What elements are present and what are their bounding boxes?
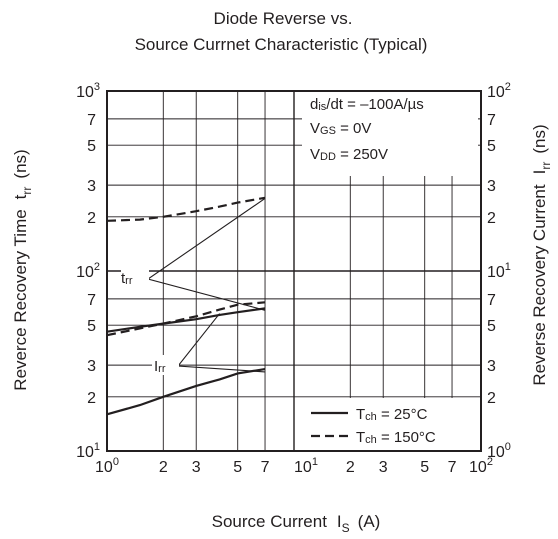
series-line-trr-25c — [106, 307, 266, 333]
y-right-tick-label: 7 — [487, 292, 496, 309]
legend: Tch = 25°C Tch = 150°C — [311, 406, 436, 446]
y-left-tick-label: 2 — [87, 390, 96, 407]
x-tick-label: 7 — [448, 459, 457, 476]
legend-label: Tch = 25°C — [356, 406, 428, 423]
x-axis-label: Source Current IS (A) — [212, 512, 381, 535]
x-tick-label: 2 — [346, 459, 355, 476]
irr-leader-line — [176, 313, 266, 373]
tick-labels: 100 2 3 5 7 101 2 3 5 7 102 101 2 3 5 7 102 2 3 5 7 103 100 2 3 5… — [76, 81, 511, 476]
annotations: trr Irr — [121, 197, 266, 375]
condition-vdd: VDD = 250V — [310, 146, 388, 163]
conditions-box-bg — [302, 92, 478, 176]
x-tick-label: 3 — [192, 459, 201, 476]
y-left-tick-label: 103 — [76, 81, 100, 101]
y-axis-left-label: Reverce Recovery Timetrr(ns) — [11, 149, 34, 390]
trr-label-bg — [121, 268, 149, 288]
condition-vgs: VGS = 0V — [310, 120, 371, 137]
x-tick-label: 100 — [95, 456, 119, 476]
chart-title-line2: Source Currnet Characteristic (Typical) — [135, 35, 428, 54]
series-line-irr-150c — [106, 301, 266, 337]
y-right-tick-label: 2 — [487, 390, 496, 407]
series-line-irr-25c — [106, 368, 266, 416]
y-left-tick-label: 101 — [76, 441, 100, 461]
trr-annotation-label: trr — [121, 270, 133, 287]
series-line-trr-150c — [106, 196, 266, 222]
x-tick-label: 7 — [261, 459, 270, 476]
y-axis-right-label: Reverse Recovery CurrentIrr(ns) — [530, 124, 553, 385]
chart-title-line1: Diode Reverse vs. — [214, 9, 353, 28]
y-right-tick-label: 5 — [487, 318, 496, 335]
y-left-tick-label: 7 — [87, 112, 96, 129]
y-right-tick-label: 102 — [487, 81, 511, 101]
y-right-tick-label: 3 — [487, 358, 496, 375]
series-group — [106, 196, 266, 416]
x-tick-label: 102 — [469, 456, 493, 476]
y-left-tick-label: 3 — [87, 358, 96, 375]
plot-frame — [106, 90, 482, 452]
y-right-tick-label: 5 — [487, 138, 496, 155]
trr-leader-line — [146, 197, 266, 311]
irr-annotation-label: Irr — [154, 358, 166, 375]
y-left-tick-label: 2 — [87, 210, 96, 227]
y-left-tick-label: 3 — [87, 178, 96, 195]
x-tick-label: 101 — [294, 456, 318, 476]
y-right-tick-label: 2 — [487, 210, 496, 227]
y-left-tick-label: 5 — [87, 138, 96, 155]
x-tick-label: 5 — [420, 459, 429, 476]
y-left-tick-label: 7 — [87, 292, 96, 309]
y-left-tick-label: 5 — [87, 318, 96, 335]
y-right-tick-label: 100 — [487, 441, 511, 461]
x-tick-label: 3 — [379, 459, 388, 476]
y-right-tick-label: 3 — [487, 178, 496, 195]
condition-didt: dis/dt = –100A/µs — [310, 96, 424, 113]
legend-box-bg — [302, 398, 478, 450]
x-tick-label: 5 — [233, 459, 242, 476]
x-tick-label: 2 — [159, 459, 168, 476]
y-right-tick-label: 101 — [487, 261, 511, 281]
y-left-tick-label: 102 — [76, 261, 100, 281]
y-right-tick-label: 7 — [487, 112, 496, 129]
legend-label: Tch = 150°C — [356, 429, 436, 446]
irr-label-bg — [152, 355, 179, 375]
